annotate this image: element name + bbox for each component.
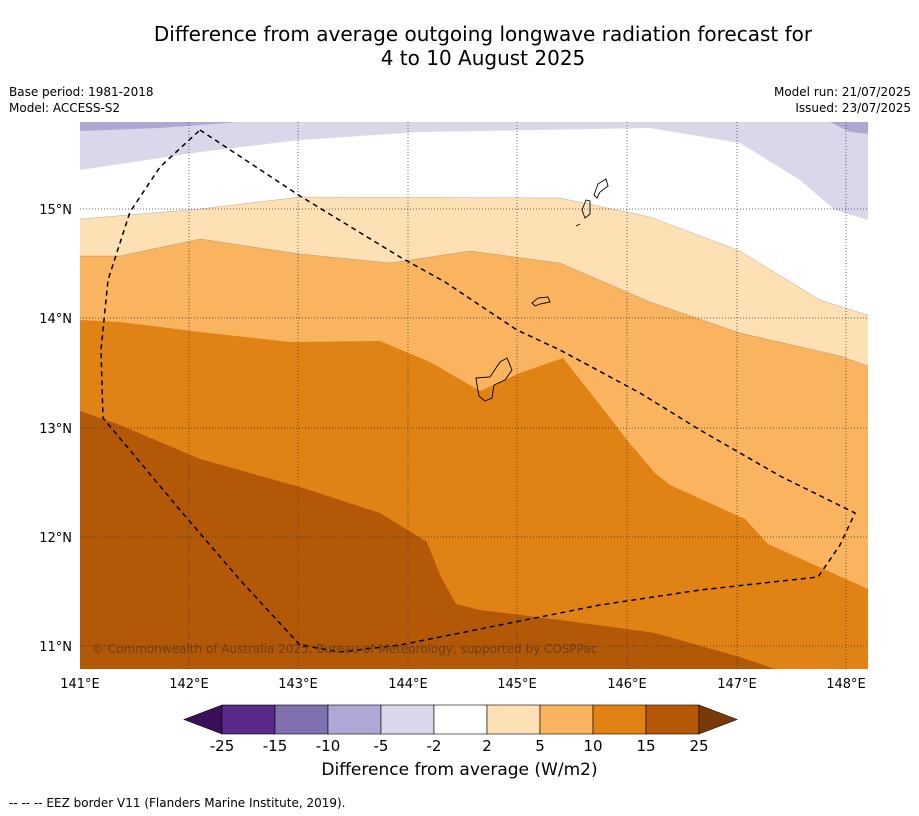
eez-footnote: -- -- -- EEZ border V11 (Flanders Marine… [9,796,346,810]
colorbar-tick-label: -10 [316,737,341,755]
lon-label: 146°E [607,677,647,692]
colorbar-swatch [327,704,382,735]
title-line-1: Difference from average outgoing longwav… [153,22,813,46]
title-line-2: 4 to 10 August 2025 [380,46,586,70]
chart-title: Difference from average outgoing longwav… [0,22,919,70]
colorbar-swatch [274,704,329,735]
colorbar-swatch [221,704,276,735]
colorbar-tick-label: 25 [689,737,708,755]
issued-date: Issued: 23/07/2025 [795,101,911,115]
colorbar-tick-label: -5 [374,737,389,755]
islands [475,178,609,402]
graticule [80,122,868,669]
lon-label: 141°E [60,677,100,692]
colorbar-tick-label: -25 [210,737,235,755]
band-minus-10-left [80,122,240,131]
lat-label: 13°N [39,422,72,437]
lon-labels: 141°E 142°E 143°E 144°E 145°E 146°E 147°… [60,677,866,692]
island-saipan [593,178,609,199]
band-minus-5 [80,122,868,220]
meta-left: Base period: 1981-2018 Model: ACCESS-S2 [9,84,154,116]
island-tinian [581,199,591,219]
island-aguijan [575,223,581,227]
colorbar: -25 -15 -10 -5 -2 2 5 10 15 25 [183,704,738,755]
lon-label: 148°E [826,677,866,692]
colorbar-swatch [645,704,700,735]
contour-lines [80,196,868,367]
model-name: Model: ACCESS-S2 [9,101,121,115]
colorbar-tick-label: 10 [583,737,602,755]
colorbar-extend-high [698,704,738,735]
lon-label: 144°E [388,677,428,692]
lat-label: 11°N [39,640,72,655]
band-plus-15 [80,411,775,669]
contour-fills [80,122,868,669]
colorbar-tick-label: 15 [636,737,655,755]
colorbar-tick-label: 5 [535,737,545,755]
meta-right: Model run: 21/07/2025 Issued: 23/07/2025 [774,84,911,116]
colorbar-tick-label: -2 [427,737,442,755]
lon-label: 145°E [497,677,537,692]
lon-label: 143°E [278,677,318,692]
lat-label: 15°N [39,203,72,218]
lat-label: 12°N [39,531,72,546]
lat-labels: 15°N 14°N 13°N 12°N 11°N [39,203,72,655]
model-run: Model run: 21/07/2025 [773,85,911,99]
colorbar-swatch [380,704,435,735]
island-guam [475,357,513,402]
copyright-notice: © Commonwealth of Australia 2025, Bureau… [92,642,598,656]
colorbar-swatch [592,704,647,735]
colorbar-swatch [486,704,541,735]
colorbar-tick-label: -15 [263,737,288,755]
colorbar-tick-label: 2 [482,737,492,755]
eez-border [100,129,856,653]
base-period: Base period: 1981-2018 [9,85,154,99]
lat-label: 14°N [39,312,72,327]
band-minus-10-right [830,122,868,134]
colorbar-extend-low [183,704,223,735]
island-rota [531,296,551,307]
colorbar-swatch [433,704,488,735]
colorbar-label: Difference from average (W/m2) [321,760,598,780]
lon-label: 142°E [169,677,209,692]
lon-label: 147°E [717,677,757,692]
colorbar-swatch [539,704,594,735]
